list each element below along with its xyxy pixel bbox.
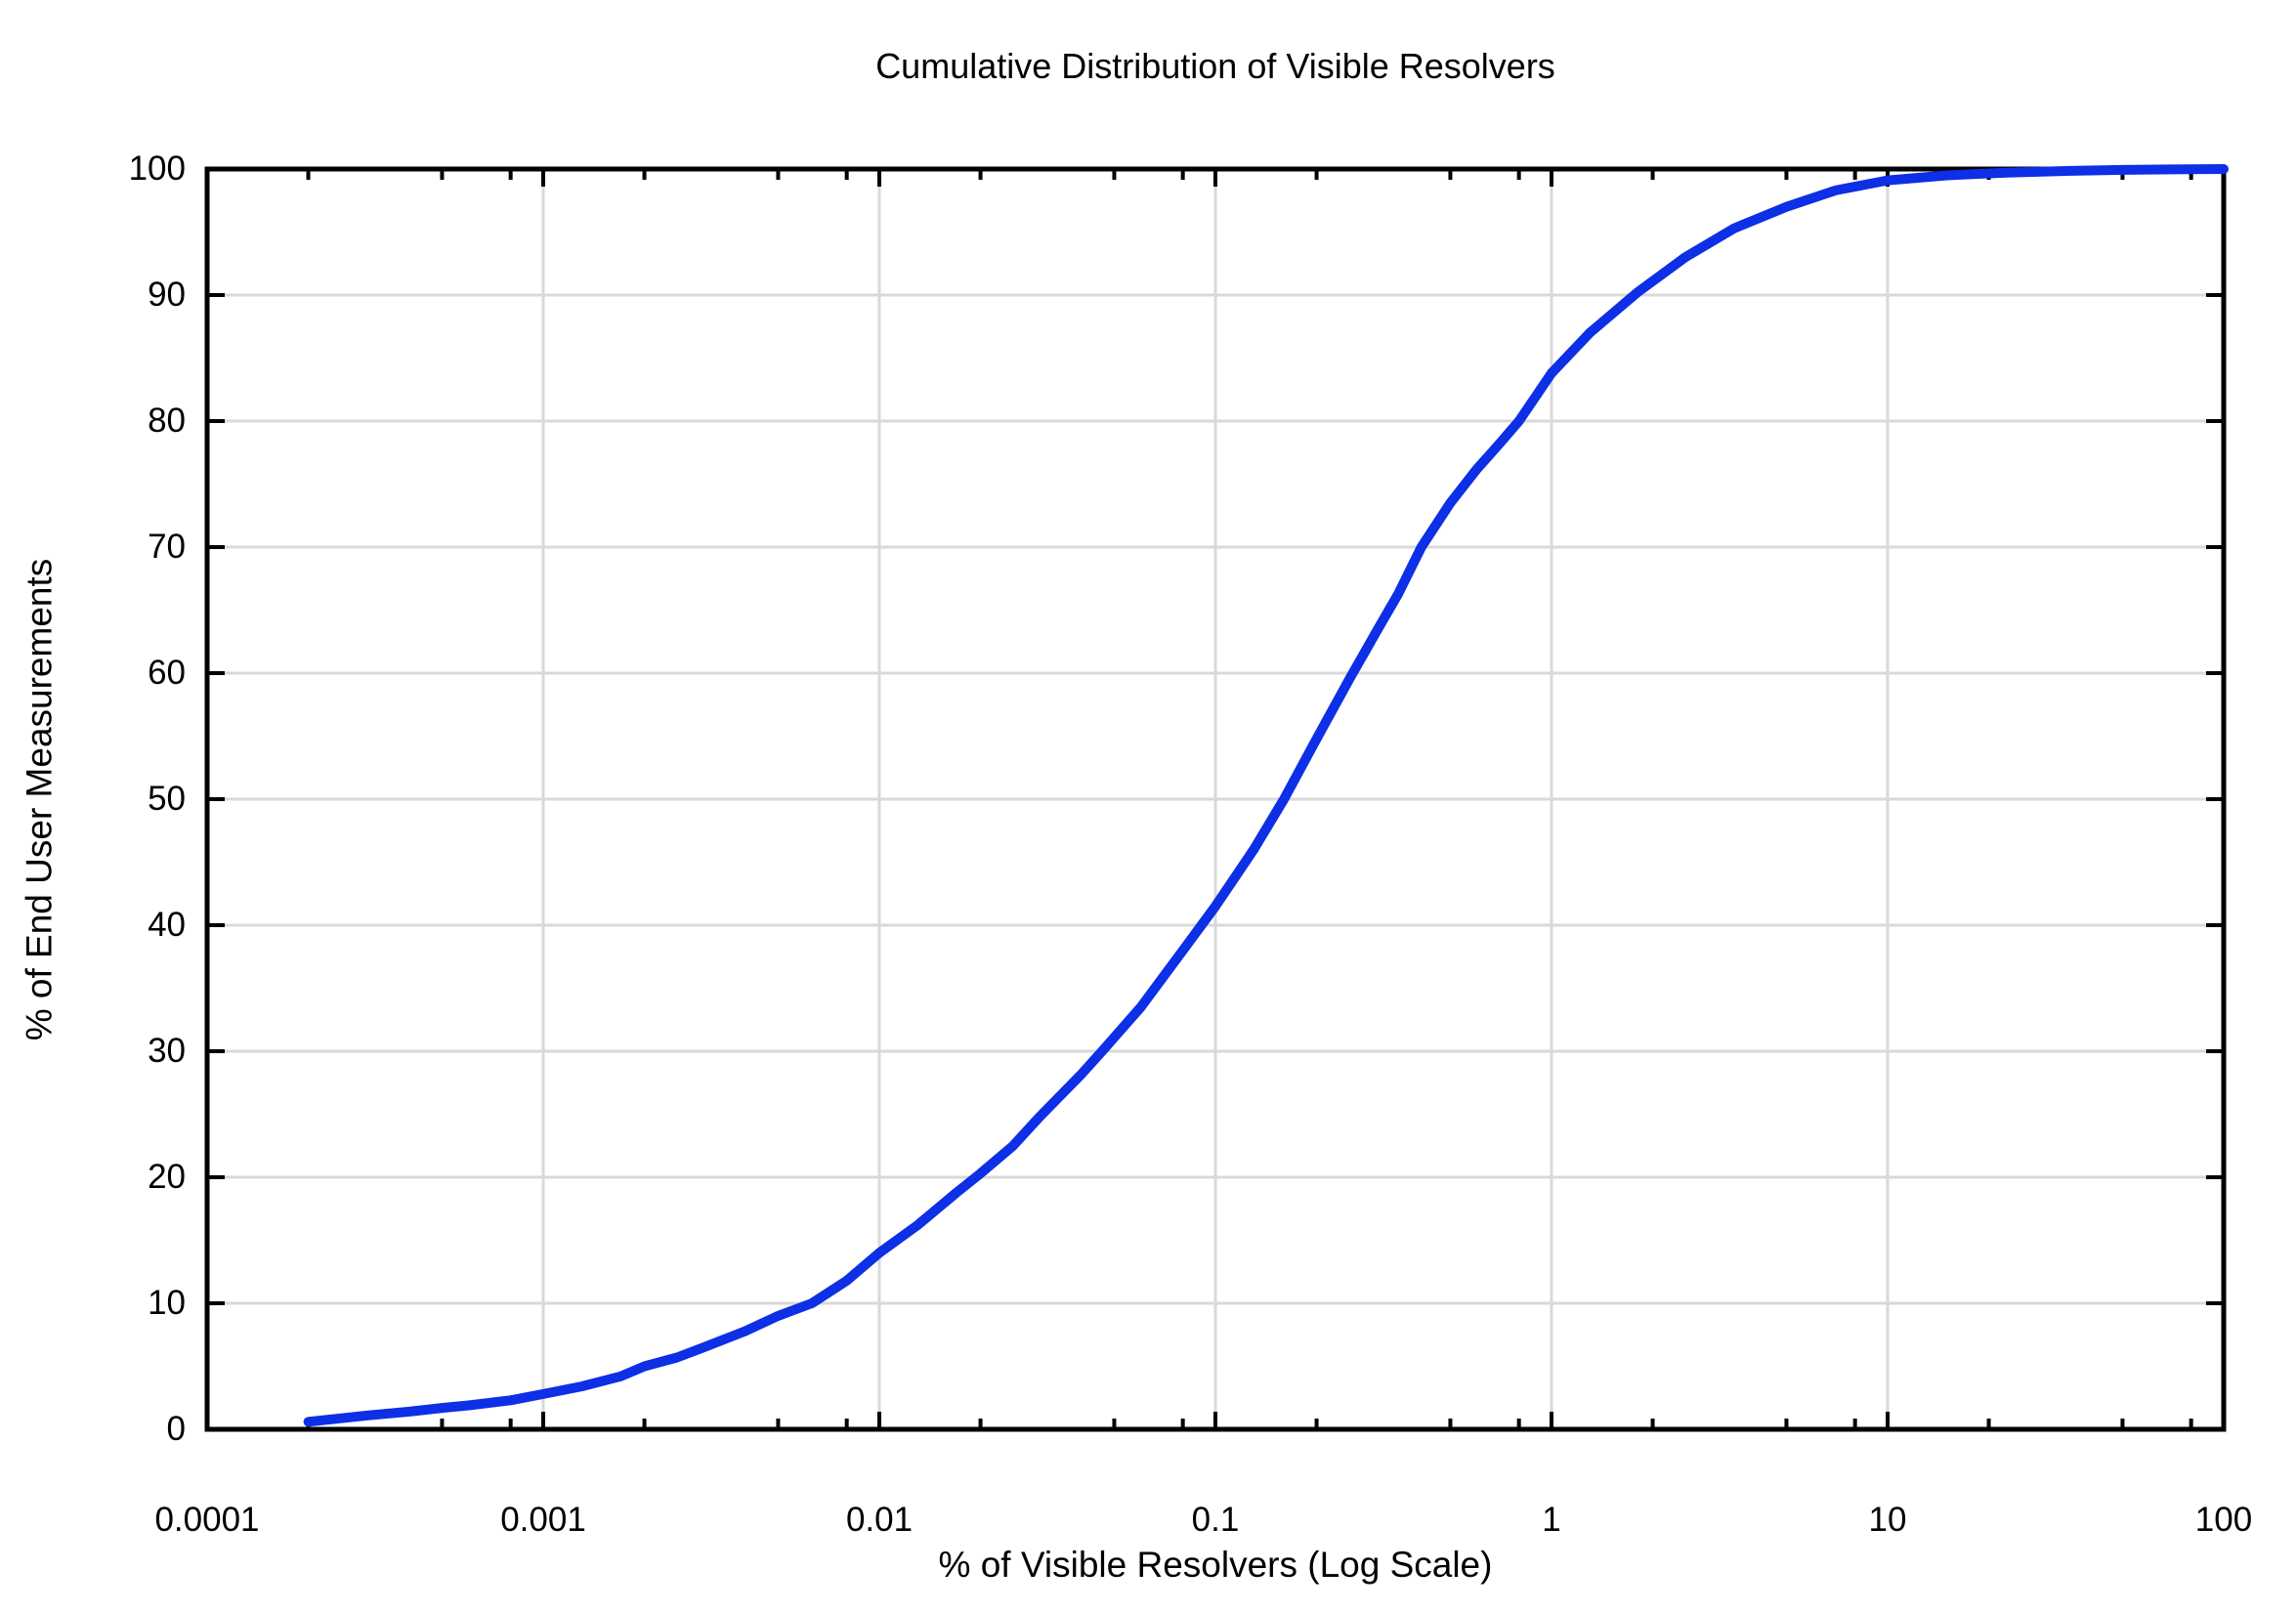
x-tick-label: 1 — [1542, 1501, 1561, 1539]
y-tick-label: 0 — [166, 1410, 186, 1448]
cdf-curve — [303, 164, 2229, 1427]
x-tick-label: 100 — [2194, 1501, 2253, 1539]
y-tick-label: 60 — [148, 654, 186, 692]
y-tick-label: 20 — [148, 1158, 186, 1196]
x-tick-label: 0.01 — [845, 1501, 914, 1539]
y-tick-label: 90 — [148, 276, 186, 314]
y-tick-label: 40 — [148, 906, 186, 944]
x-tick-label: 0.001 — [500, 1501, 586, 1539]
plot-frame — [204, 166, 2227, 1432]
y-tick-label: 10 — [148, 1284, 186, 1322]
y-tick-label: 30 — [148, 1032, 186, 1070]
y-tick-label: 100 — [128, 149, 186, 188]
y-tick-label: 80 — [148, 402, 186, 440]
chart-title: Cumulative Distribution of Visible Resol… — [875, 46, 1555, 86]
y-tick-label: 50 — [148, 780, 186, 818]
x-tick-label: 10 — [1868, 1501, 1907, 1539]
x-axis-title: % of Visible Resolvers (Log Scale) — [938, 1545, 1493, 1585]
x-tick-label: 0.1 — [1191, 1501, 1240, 1539]
x-tick-label: 0.0001 — [154, 1501, 260, 1539]
y-tick-label: 70 — [148, 528, 186, 566]
